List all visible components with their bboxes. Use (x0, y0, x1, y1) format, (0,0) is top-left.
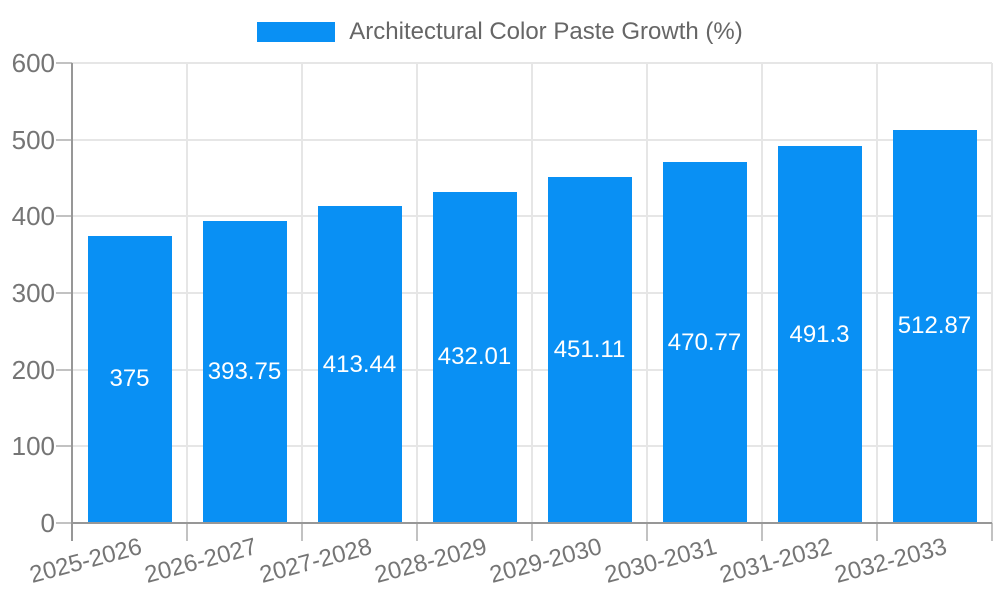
y-axis-tick (56, 62, 72, 64)
bar-value-label: 491.3 (789, 320, 850, 348)
y-axis-tick (56, 522, 72, 524)
bar-2030-2031 (662, 162, 747, 523)
bar-2028-2029 (432, 191, 517, 523)
x-axis-category-label: 2025-2026 (26, 533, 145, 589)
bar-value-label: 432.01 (437, 343, 512, 371)
gridline-vertical (646, 63, 648, 523)
x-axis-category-label: 2031-2032 (716, 533, 835, 589)
bar-2032-2033 (892, 129, 977, 523)
y-axis-tick-label: 100 (11, 431, 55, 462)
bar-2027-2028 (317, 206, 402, 523)
y-axis-line (71, 63, 73, 541)
x-axis-tick (876, 523, 878, 541)
bar-value-label: 451.11 (553, 336, 626, 364)
x-axis-tick (646, 523, 648, 541)
x-axis-category-label: 2026-2027 (141, 533, 260, 589)
bar-value-label: 512.87 (897, 312, 972, 340)
gridline-vertical (876, 63, 878, 523)
y-axis-tick (56, 368, 72, 371)
chart-legend[interactable]: Architectural Color Paste Growth (%) (0, 18, 1000, 46)
y-axis-tick (56, 292, 72, 294)
bar-2029-2030 (547, 177, 632, 523)
y-axis-tick-label: 400 (11, 201, 55, 232)
y-axis-tick-label: 500 (11, 124, 55, 155)
gridline-vertical (186, 63, 188, 523)
x-axis-line (72, 522, 992, 524)
y-axis-tick (56, 215, 72, 218)
y-axis-tick-label: 200 (11, 354, 55, 385)
x-axis-category-label: 2029-2030 (486, 533, 605, 589)
bar-value-label: 413.44 (322, 350, 397, 378)
x-axis-tick (186, 523, 188, 541)
y-axis-tick-label: 600 (11, 48, 55, 78)
x-axis-tick (531, 523, 533, 541)
y-axis-tick (56, 445, 72, 448)
x-axis-category-label: 2027-2028 (256, 533, 375, 589)
bar-value-label: 470.77 (667, 328, 742, 356)
gridline-vertical (991, 63, 993, 523)
x-axis-category-label: 2030-2031 (601, 533, 720, 589)
bar-value-label: 375 (109, 365, 150, 393)
gridline-vertical (761, 63, 763, 523)
x-axis-tick (761, 523, 763, 541)
x-axis-category-label: 2032-2033 (831, 533, 950, 589)
legend-label: Architectural Color Paste Growth (%) (349, 18, 743, 45)
x-axis-tick (301, 523, 303, 541)
bar-value-label: 393.75 (207, 358, 282, 386)
bar-2025-2026 (87, 235, 172, 523)
x-axis-tick (991, 523, 993, 541)
bar-2026-2027 (202, 221, 287, 523)
gridline-vertical (416, 63, 418, 523)
x-axis-tick (416, 523, 418, 541)
legend-swatch-icon (257, 22, 336, 42)
bar-2031-2032 (777, 146, 862, 523)
x-axis-category-label: 2028-2029 (371, 533, 490, 589)
y-axis-tick (56, 138, 72, 141)
gridline-vertical (531, 63, 533, 523)
y-axis-tick-label: 0 (40, 508, 55, 538)
gridline-vertical (301, 63, 303, 523)
y-axis-tick-label: 300 (11, 278, 55, 308)
